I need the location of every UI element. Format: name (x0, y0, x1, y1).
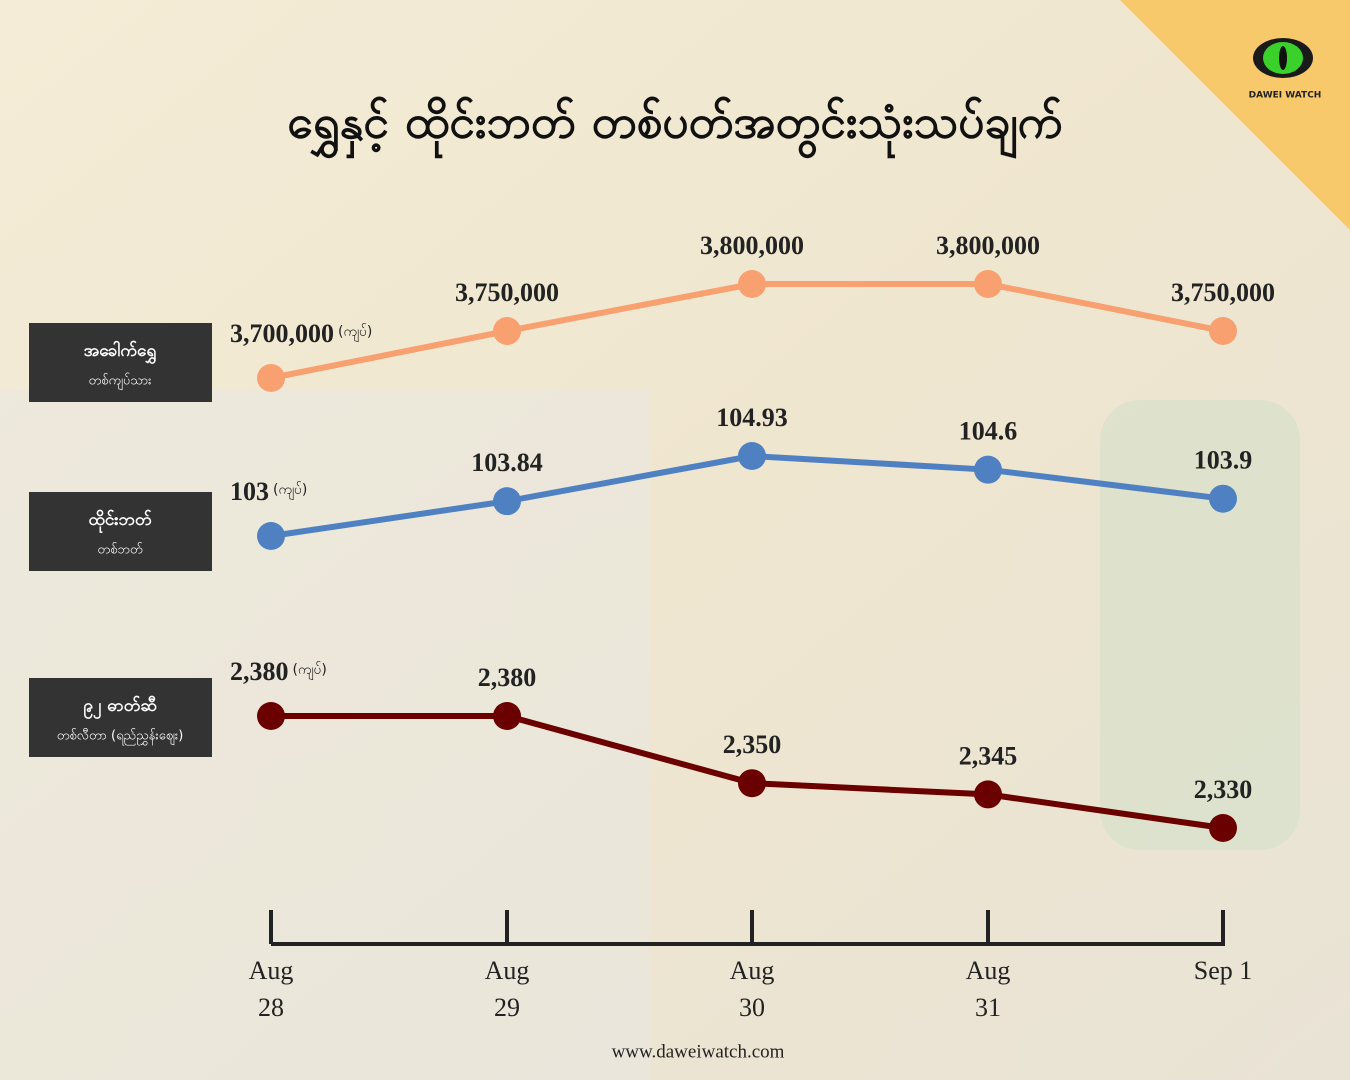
point (493, 702, 521, 730)
legend-name: ၉၂ ဓာတ်ဆီ (83, 695, 157, 720)
x-tick-label-box: Aug 30 (729, 956, 775, 1022)
value-label: 2,380 (478, 663, 537, 692)
point (493, 487, 521, 516)
point (1209, 317, 1237, 345)
x-tick-label: Sep 1 (1193, 956, 1253, 985)
value-label: 103.9 (1194, 446, 1253, 475)
value-label: 2,350 (723, 730, 782, 759)
pump-bg (1100, 400, 1300, 850)
point (738, 442, 766, 470)
legend-name: ထိုင်းဘတ် (88, 509, 152, 534)
logo-text: DAWEI WATCH (1249, 91, 1322, 101)
point (738, 769, 766, 798)
legend-unit: တစ်ကျပ်သား (89, 373, 152, 391)
x-tick-label: Aug 31 (965, 956, 1011, 1022)
legend-name: အခေါက်ရွှေ (84, 339, 157, 365)
point (1209, 814, 1237, 842)
footer: www.daweiwatch.com (612, 1041, 785, 1062)
legend-unit: တစ်ဘတ် (97, 542, 142, 558)
point (974, 780, 1002, 809)
x-tick-label-box: Aug 28 (248, 956, 294, 1022)
x-tick-label-box: Aug 31 (965, 956, 1011, 1022)
logo-pupil (1279, 46, 1287, 70)
value-label: 2,380 (230, 657, 289, 686)
value-note: (ကျပ်) (338, 324, 372, 342)
point (1209, 484, 1237, 513)
legend-box (29, 492, 212, 571)
value-label: 3,800,000 (700, 231, 804, 260)
value-label: 3,750,000 (455, 278, 559, 307)
x-tick-label-box: Sep 1 (1193, 956, 1253, 985)
value-note: (ကျပ်) (273, 482, 307, 500)
value-label: 3,700,000 (230, 319, 334, 348)
point (257, 702, 285, 730)
value-label: 2,330 (1194, 775, 1253, 804)
value-label: 104.6 (959, 417, 1018, 446)
x-tick-label: Aug 29 (484, 956, 530, 1022)
x-tick-label: Aug 28 (248, 956, 294, 1022)
legend-box (29, 678, 212, 757)
legend-box (29, 323, 212, 402)
value-label: 104.93 (716, 403, 788, 432)
value-note: (ကျပ်) (293, 662, 327, 680)
legend-unit: တစ်လီတာ (ရည်ညွှန်းဈေး) (57, 728, 184, 746)
value-label: 103.84 (471, 448, 543, 477)
value-label: 3,750,000 (1171, 278, 1275, 307)
point (257, 522, 285, 550)
value-label: 103 (230, 477, 269, 506)
value-label: 2,345 (959, 741, 1018, 770)
point (738, 270, 766, 298)
point (974, 270, 1002, 298)
x-tick-label: Aug 30 (729, 956, 775, 1022)
point (493, 317, 521, 345)
point (974, 455, 1002, 484)
point (257, 364, 285, 392)
x-tick-label-box: Aug 29 (484, 956, 530, 1022)
value-label: 3,800,000 (936, 231, 1040, 260)
